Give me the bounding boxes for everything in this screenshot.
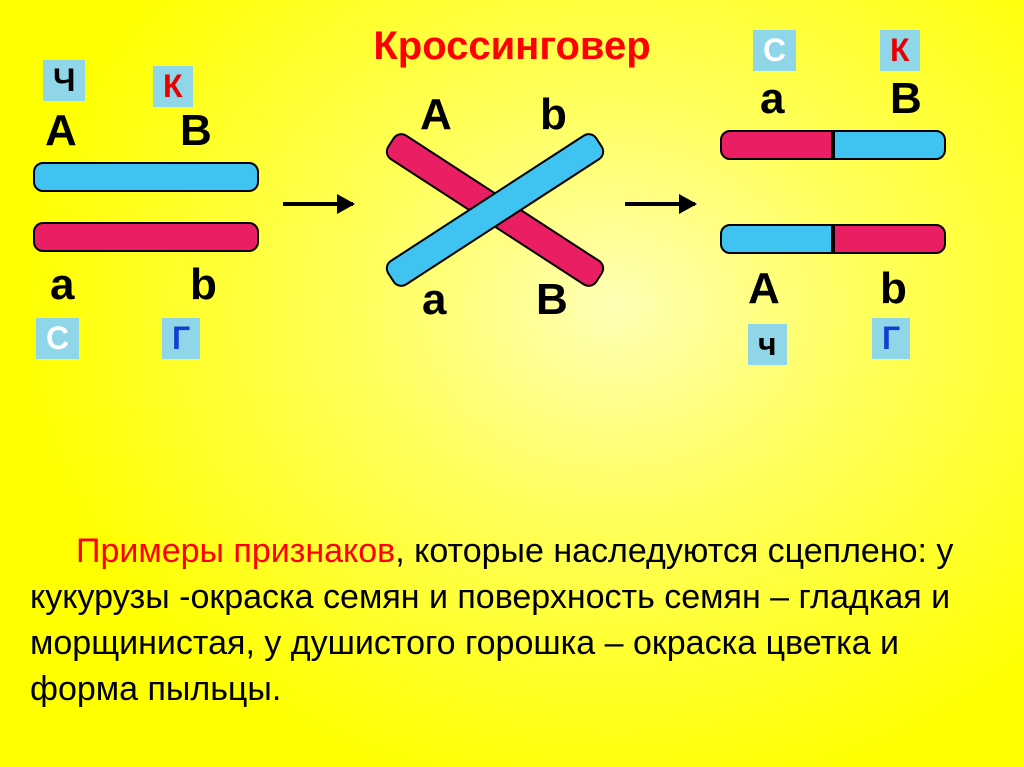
bar-right-bot-left [720, 224, 833, 254]
allele-a-right-top: a [760, 74, 784, 124]
allele-a-left: a [50, 260, 74, 310]
arrow-2 [625, 202, 695, 206]
bar-right-top-left [720, 130, 833, 160]
allele-B-left: В [180, 106, 212, 156]
allele-A-left: А [45, 106, 77, 156]
allele-B-center-bot: В [536, 275, 568, 325]
allele-B-right-top: В [890, 74, 922, 124]
allele-a-center-bot: a [422, 275, 446, 325]
allele-b-left: b [190, 260, 217, 310]
tag-ch: Ч [43, 60, 85, 101]
tag-G-right: Г [872, 318, 910, 359]
tag-C-left: С [36, 318, 79, 359]
body-lead: Примеры признаков [76, 532, 395, 570]
bar-right-bot-right [833, 224, 946, 254]
bar-pink-left [33, 222, 259, 252]
tag-C-right: С [753, 30, 796, 71]
tag-K-right: К [880, 30, 920, 71]
tag-ch-right: ч [748, 324, 787, 365]
page-title: Кроссинговер [373, 24, 650, 69]
allele-b-right-bot: b [880, 264, 907, 314]
tag-G-left: Г [162, 318, 200, 359]
bar-right-top-right [833, 130, 946, 160]
cross-diagram [390, 125, 600, 295]
body-paragraph: Примеры признаков, которые наследуются с… [30, 529, 990, 713]
arrow-1 [283, 202, 353, 206]
tag-K-left: К [153, 66, 193, 107]
allele-A-right-bot: А [748, 264, 780, 314]
bar-blue-left [33, 162, 259, 192]
